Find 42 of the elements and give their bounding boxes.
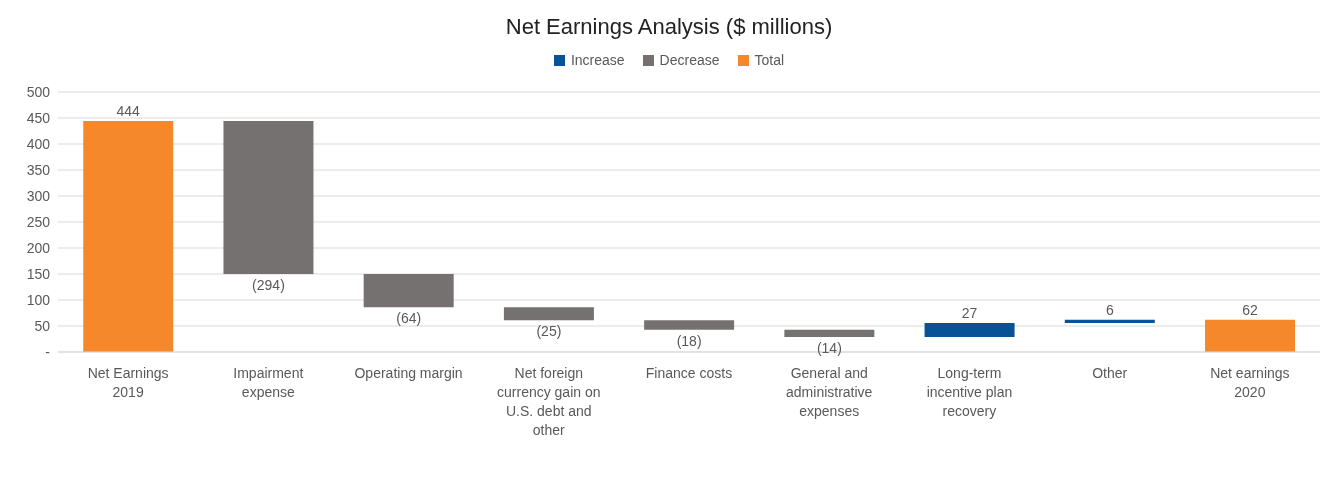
data-label: 27 [961,304,978,321]
x-tick-label: Net earnings 2020 [1210,364,1290,400]
bar [223,121,314,274]
legend-label: Increase [569,52,625,68]
x-tick-label: Operating margin [354,364,463,381]
data-label: (25) [536,323,562,340]
data-label: (64) [396,310,422,327]
chart-title: Net Earnings Analysis ($ millions) [504,14,834,40]
y-tick-label: 50 [34,317,51,334]
x-tick-label: Impairment expense [233,364,304,400]
y-tick-label: 400 [26,135,51,152]
y-tick-label: 300 [26,187,51,204]
bar [644,320,735,330]
x-tick-label: Other [1092,364,1128,381]
data-label: 444 [116,103,141,120]
x-tick-label: Net Earnings 2019 [87,364,169,400]
data-label: 6 [1105,301,1114,318]
y-tick-label: 350 [26,161,51,178]
y-tick-label: 250 [26,213,51,230]
x-tick-label: General and administrative expenses [786,364,873,419]
data-label: 62 [1242,301,1259,318]
bar [503,307,594,321]
y-tick-label: - [45,343,51,360]
bar [1205,319,1296,352]
bar [363,274,454,308]
bar [924,322,1015,337]
bar [83,121,174,352]
x-tick-label: Finance costs [645,364,733,381]
data-label: (14) [816,339,842,356]
legend-label: Decrease [658,52,720,68]
y-tick-label: 200 [26,239,51,256]
legend-label: Total [753,52,785,68]
bar [784,329,875,337]
data-label: (18) [676,332,702,349]
bar [1064,319,1155,323]
y-tick-label: 100 [26,291,51,308]
y-tick-label: 450 [26,109,51,126]
x-tick-label: Net foreign currency gain on U.S. debt and other [497,364,601,438]
y-tick-label: 500 [26,83,51,100]
data-label: (294) [252,277,285,293]
y-tick-label: 150 [26,265,51,282]
x-tick-label: Long-term incentive plan recovery [926,364,1013,419]
